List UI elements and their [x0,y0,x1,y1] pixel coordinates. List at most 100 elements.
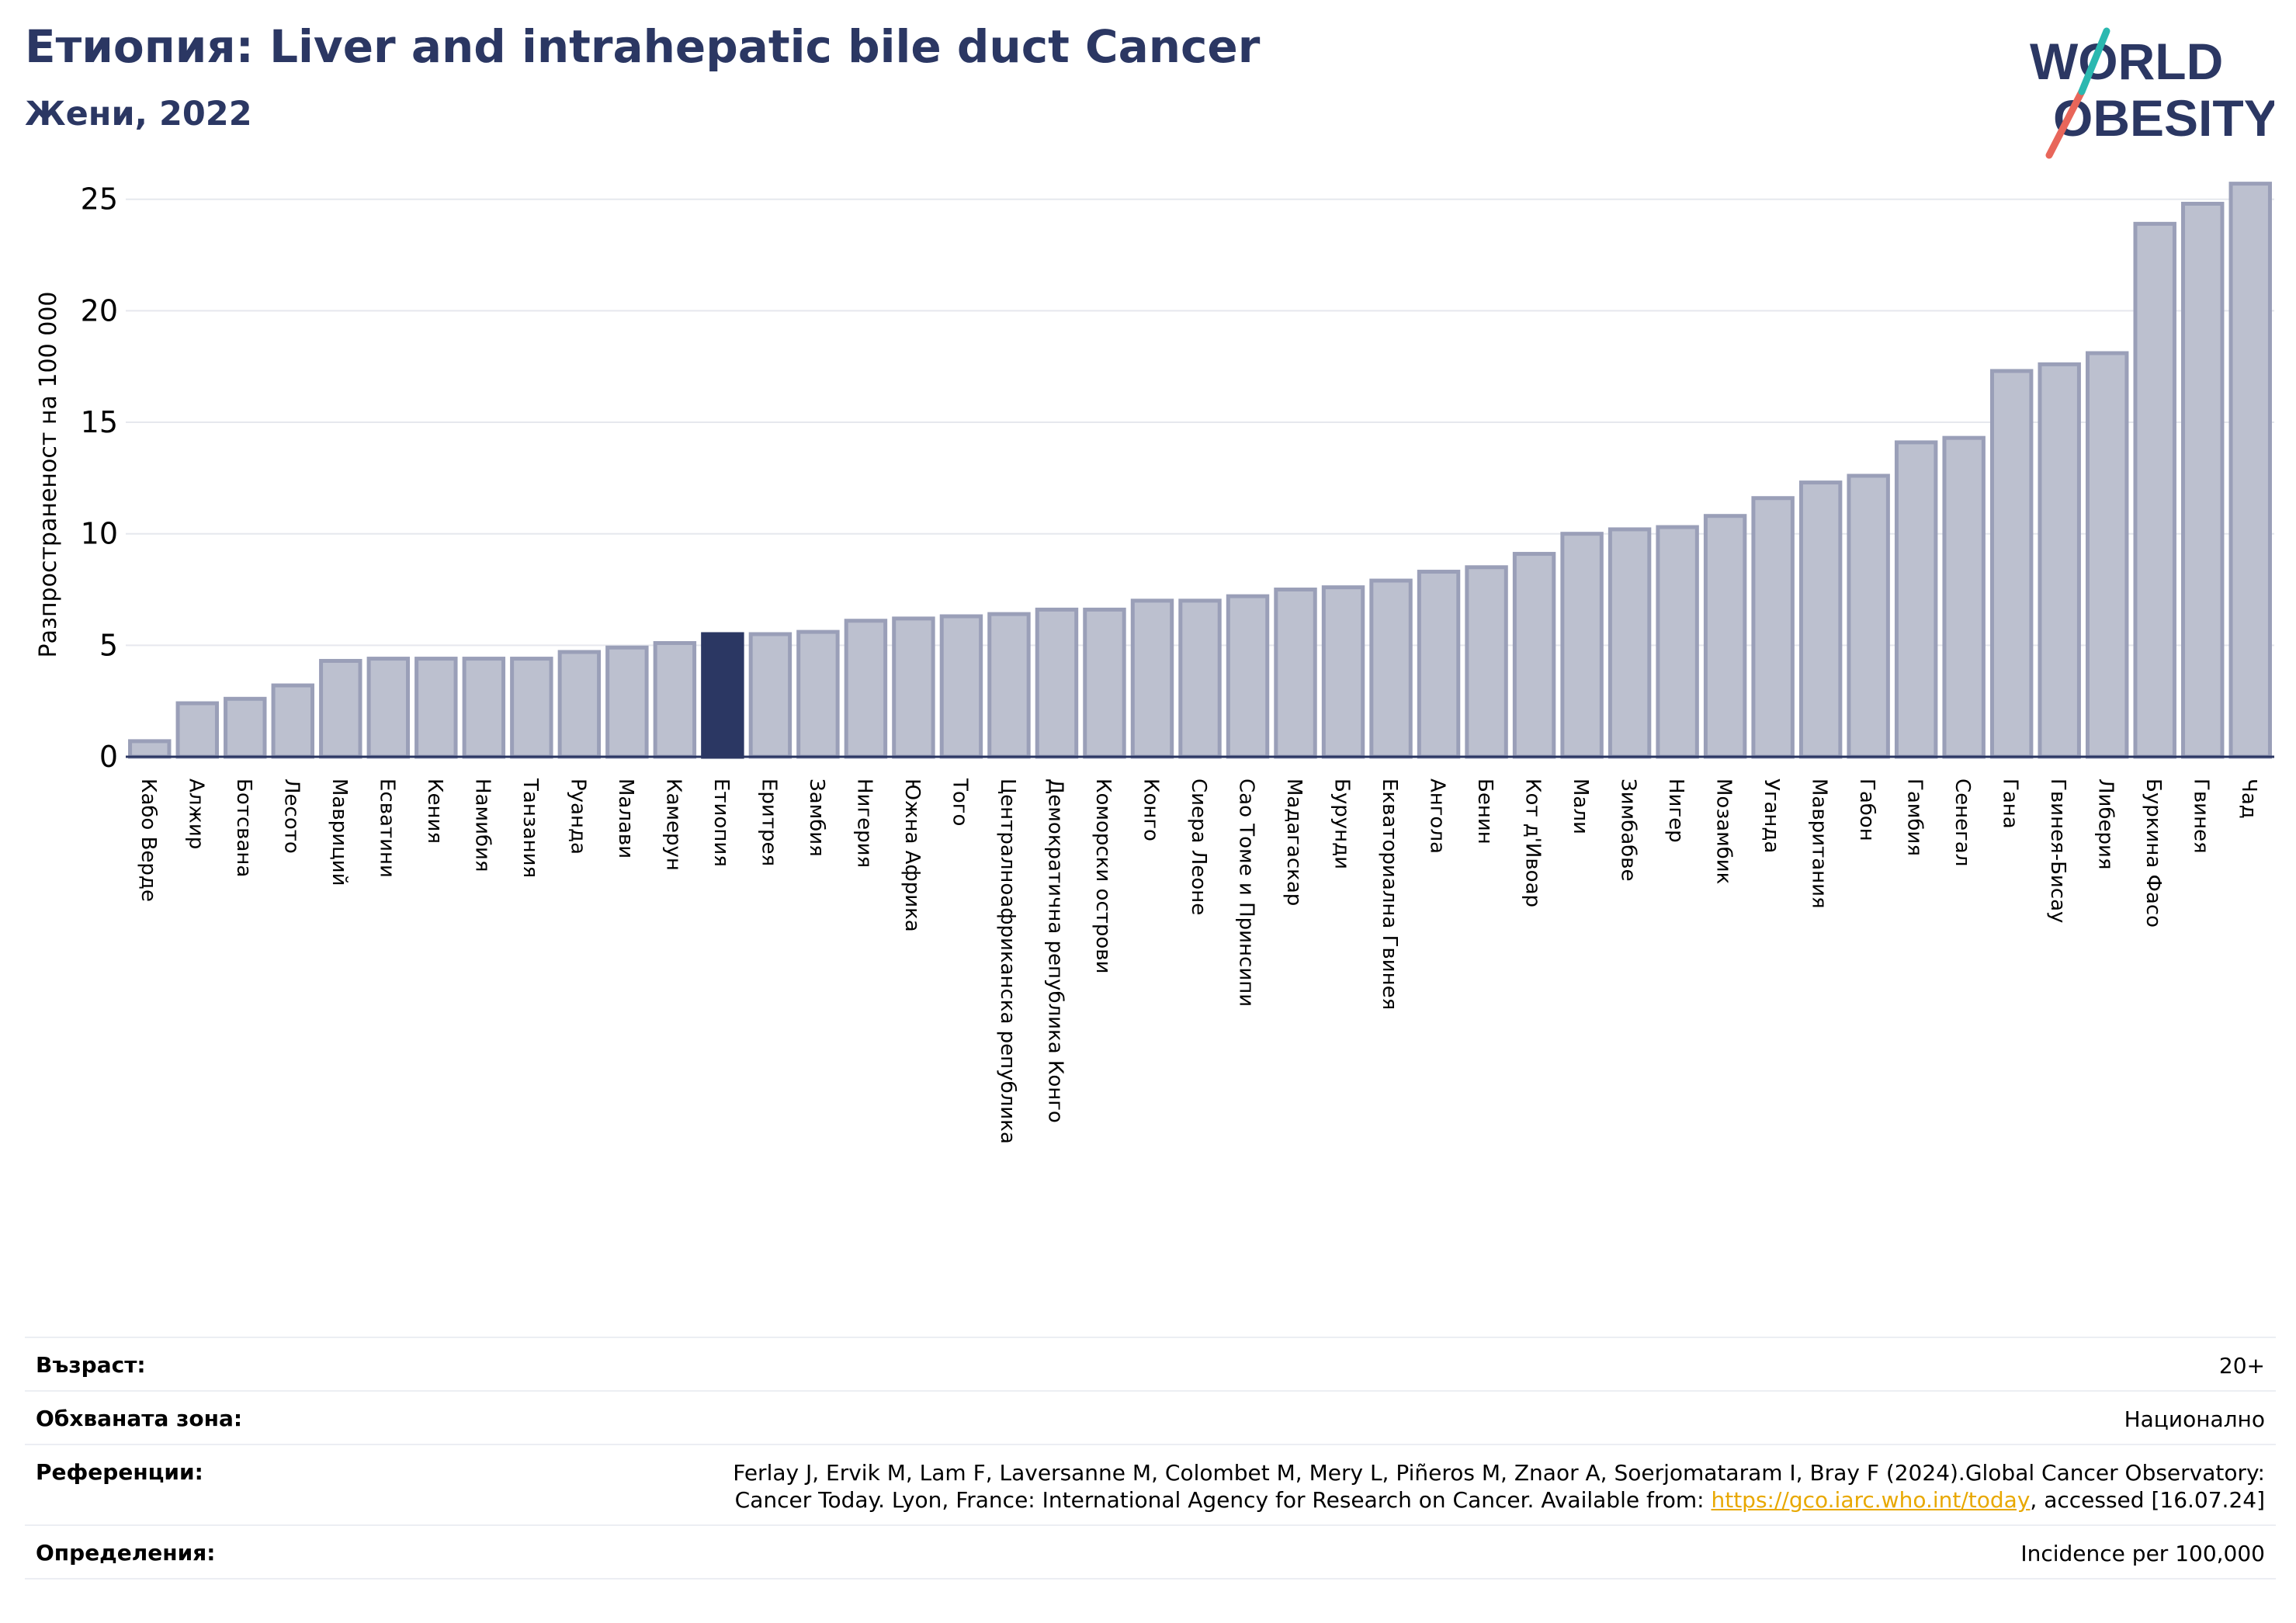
reference-line-2-end: , accessed [16.07.24] [2030,1487,2265,1513]
x-tick-label: Гамбия [1903,779,1927,856]
x-tick-label: Намибия [470,779,494,872]
bar [1035,607,1079,759]
bar [319,658,362,759]
bar [2181,201,2225,759]
x-tick-label: Камерун [661,779,685,871]
bar [605,645,649,759]
bar [414,657,458,759]
bar [2038,362,2081,759]
bar [462,657,506,759]
world-obesity-logo: WORLD OBESITY [2030,27,2274,159]
x-tick-label: Уганда [1760,779,1783,853]
bar [1560,532,1604,759]
x-tick-label: Нигер [1664,779,1687,843]
x-tick-label: Чад [2237,779,2260,819]
x-tick-label: Мавриций [328,779,351,886]
x-tick-label: Сао Томе и Принсипи [1235,779,1258,1007]
bar [224,696,267,759]
bar-chart: 0 5 10 15 20 25 Кабо Верде Алжир Ботсвана Лесото… [35,182,2274,1144]
info-row-age: Възраст: 20+ [25,1337,2276,1390]
x-tick-label: Либерия [2094,779,2117,870]
x-tick-label: Гвинея-Бисау [2046,779,2069,923]
bar [175,701,219,759]
area-label: Обхваната зона: [36,1406,243,1431]
x-tick-label: Мавритания [1808,779,1831,909]
references-label: Референции: [36,1459,203,1485]
bar [748,632,793,759]
x-tick-label: Ботсвана [232,779,255,877]
bar [2228,182,2272,759]
x-tick-label: Есватини [375,779,398,878]
x-tick-label: Гана [1999,779,2022,829]
x-tick-label: Мозамбик [1712,779,1736,884]
x-tick-label: Ангола [1426,779,1449,854]
bar [1798,480,1843,759]
bar [1465,565,1508,759]
x-tick-label: Габон [1855,779,1878,841]
x-tick-label: Кабо Верде [137,779,160,902]
x-tick-label: Кот д'Ивоар [1521,779,1545,907]
reference-line-1: Ferlay J, Ervik M, Lam F, Laversanne M, … [733,1460,2265,1486]
x-tick-label: Зимбабве [1617,779,1640,882]
page-subtitle: Жени, 2022 [25,95,252,134]
reference-line-2-start: Cancer Today. Lyon, France: Internationa… [734,1487,1712,1513]
x-tick-label: Южна Африка [900,779,924,932]
bar [1847,473,1890,759]
x-tick-label: Того [948,778,971,826]
x-tick-label: Лесото [279,779,303,854]
y-tick-label: 15 [81,405,118,439]
page-title: Етиопия: Liver and intrahepatic bile duc… [25,20,1261,73]
bar [510,657,553,759]
bar [557,650,602,759]
bar [796,629,840,759]
bar [1894,440,1938,759]
age-value: 20+ [2218,1353,2265,1379]
bar [1369,578,1413,759]
y-tick-label: 0 [99,740,118,774]
x-tick-label: Алжир [184,779,207,849]
logo-line1: WORLD [2030,33,2223,90]
bar [128,739,172,759]
reference-link[interactable]: https://gco.iarc.who.int/today [1711,1487,2031,1513]
bar [1942,435,1986,759]
x-tick-label: Централноафриканска република [996,779,1019,1144]
bar [2085,351,2129,759]
bar [892,616,935,759]
bar [1083,607,1126,759]
bar [1512,552,1556,759]
info-table: Възраст: 20+ Обхваната зона: Национално … [25,1337,2276,1580]
x-tick-label: Нигерия [852,779,876,868]
x-tick-labels: Кабо Верде Алжир Ботсвана Лесото Мавриций Есв… [137,778,2260,1144]
y-tick-label: 5 [99,628,118,662]
bar [1703,514,1747,759]
x-tick-label: Мали [1569,779,1592,834]
bar [1989,369,2034,759]
bar [653,640,697,759]
bar [1274,588,1317,759]
area-value: Национално [2124,1406,2265,1432]
bar [939,614,983,759]
bar [987,612,1031,759]
info-row-references: Референции: Ferlay J, Ervik M, Lam F, La… [25,1444,2276,1524]
x-tick-label: Мадагаскар [1282,779,1306,906]
bars [128,182,2272,759]
bar-highlighted [701,632,744,759]
info-row-definitions: Определения: Incidence per 100,000 [25,1524,2276,1580]
x-tick-label: Коморски острови [1091,779,1115,974]
bar [1226,594,1270,759]
x-tick-label: Руанда [566,779,589,855]
x-tick-label: Малави [614,779,637,858]
x-tick-label: Танзания [519,778,542,878]
logo-line2: OBESITY [2053,89,2274,147]
definitions-label: Определения: [36,1540,216,1566]
bar [2133,221,2176,759]
bar [1608,527,1652,759]
bar [366,657,411,759]
x-tick-label: Конго [1139,779,1162,841]
bar [1417,570,1461,759]
bar [1130,598,1174,759]
bar [844,619,888,759]
definitions-value: Incidence per 100,000 [2020,1541,2265,1566]
bar [1751,496,1795,759]
bar [271,683,315,759]
